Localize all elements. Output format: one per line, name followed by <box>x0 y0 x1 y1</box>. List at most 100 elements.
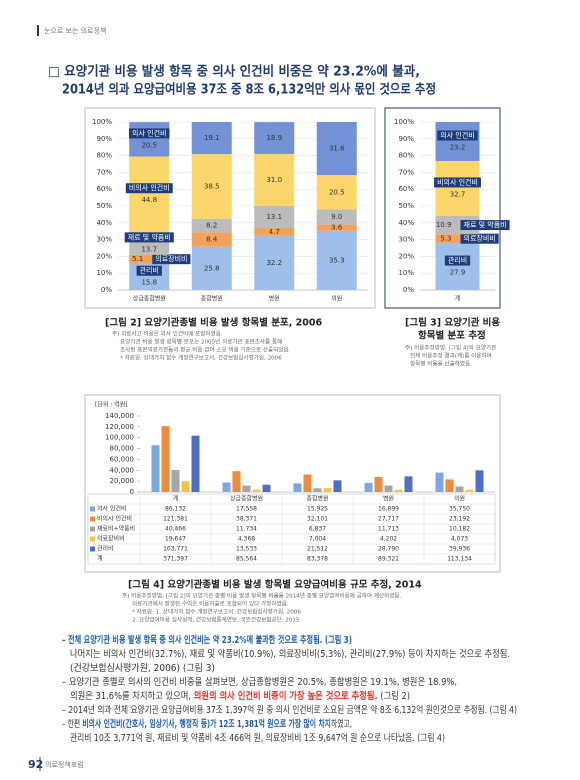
figure-note: 의료기관에서 발생한 수익은 비용지출로 포함되어 있다 가정하였음. <box>132 600 289 608</box>
bar-segment <box>254 206 295 229</box>
y-tick-label: 100% <box>394 118 414 126</box>
bar-segment <box>435 243 480 290</box>
bar <box>171 470 180 492</box>
bar <box>455 486 464 492</box>
bar <box>313 488 322 492</box>
series-name-box <box>444 255 471 266</box>
y-tick-label: 120,000 <box>105 423 134 431</box>
value-label: 31.6 <box>329 145 345 153</box>
legend-label: 관리비 <box>97 545 114 553</box>
value-label: 27.9 <box>450 269 466 277</box>
value-label: 9.0 <box>331 213 342 221</box>
body-line: – 전체 요양기관 비용 발생 항목 중 의사 인건비는 약 23.2%에 불과… <box>62 634 352 646</box>
table-cell: 371,397 <box>163 556 188 563</box>
series-name-box <box>437 130 478 141</box>
y-tick-label: 100,000 <box>105 434 134 442</box>
x-tick-label: 상급종합병원 <box>230 495 263 503</box>
y-tick-label: 60% <box>398 185 414 193</box>
x-tick-label: 의원 <box>454 495 465 503</box>
figure-caption: [그림 4] 요양기관종별 비용 발생 항목별 요양급여비용 규모 추정, 20… <box>128 579 422 591</box>
bar-segment <box>316 175 357 210</box>
legend-label: 의사 인건비 <box>97 505 127 513</box>
x-tick-label: 종합병원 <box>201 295 223 303</box>
value-label: 18.9 <box>266 134 282 142</box>
value-label: 35.3 <box>329 256 345 264</box>
body-text: 의원은 31.6%를 차지하고 있으며, <box>70 690 194 702</box>
value-label: 13.7 <box>141 245 157 253</box>
body-line: 의원은 31.6%를 차지하고 있으며, 의원의 의사 인건비 비중이 가장 높… <box>70 690 410 702</box>
legend-label: 비의사 인건비 <box>97 515 132 523</box>
title-line: □ 요양기관 비용 발생 항목 중 의사 인건비 비중은 약 23.2%에 불과… <box>48 64 420 80</box>
y-tick-label: 60% <box>96 185 112 193</box>
body-line: 나머지는 비의사 인건비(32.7%), 재료 및 약품비(10.9%), 의료… <box>70 648 510 660</box>
series-name-box <box>152 254 191 265</box>
bar-segment <box>254 122 295 154</box>
bar <box>191 435 200 492</box>
table-cell: 121,381 <box>163 516 188 523</box>
bar <box>161 426 170 492</box>
bar <box>303 474 312 492</box>
body-line: (건강보험심사평가원, 2006) (그림 3) <box>70 662 215 674</box>
bar <box>465 489 474 492</box>
table-frame <box>87 493 496 565</box>
bar <box>293 483 302 492</box>
legend-swatch <box>90 536 95 542</box>
value-label: 20.5 <box>141 141 157 149</box>
bar-segment <box>254 235 295 290</box>
series-name: 재료 및 약품비 <box>128 232 171 241</box>
table-cell: 85,564 <box>236 556 257 563</box>
series-name-box <box>124 232 174 243</box>
bar <box>333 480 342 492</box>
body-text: (건강보험심사평가원, 2006) (그림 3) <box>70 662 215 674</box>
bar <box>384 485 393 492</box>
figure-caption: [그림 3] 요양기관 비용 <box>405 317 500 329</box>
bar-segment <box>316 224 357 231</box>
body-line: 관리비 10조 3,771억 원, 재료비 및 약품비 4조 466억 원, 의… <box>70 732 445 744</box>
value-label: 5.3 <box>440 235 451 243</box>
body-text: 관리비 10조 3,771억 원, 재료비 및 약품비 4조 466억 원, 의… <box>70 732 445 744</box>
series-name: 관리비 <box>140 266 159 275</box>
body-text: 나머지는 비의사 인건비(32.7%), 재료 및 약품비(10.9%), 의료… <box>70 648 510 660</box>
value-label: 8.2 <box>206 222 217 230</box>
table-cell: 7,004 <box>309 536 326 543</box>
figure-note: 전체 비용추정 결과(계)를 이용하여 <box>410 352 492 360</box>
figure-note: * 자료원: 1. 상대가치 점수 개정연구보고서, 건강보험심사평가원, 20… <box>132 608 301 616</box>
bar-segment <box>191 218 232 233</box>
y-tick-label: 70% <box>96 168 112 176</box>
bar-segment <box>129 122 170 157</box>
table-cell: 4,368 <box>238 536 255 543</box>
table-cell: 27,717 <box>378 516 399 523</box>
header-section: 눈으로 보는 의료정책 <box>44 26 106 35</box>
body-line: – 요양기관 종별로 의사의 인건비 비중을 살펴보면, 상급종합병원은 20.… <box>62 677 457 688</box>
value-label: 15.8 <box>141 279 157 287</box>
legend-label: 재료비+약품비 <box>97 525 135 533</box>
y-tick-label: 0 <box>130 488 134 496</box>
figure-note: 주) 비용추정방법: [그림 2]의 요양기관 종별 비용 발생 항목별 비율을… <box>122 592 402 600</box>
table-cell: 28,790 <box>378 546 399 553</box>
body-text: 하였고, <box>331 718 352 730</box>
series-name: 관리비 <box>448 256 467 265</box>
body-text: – 전체 요양기관 비용 발생 항목 중 의사 인건비는 약 23.2%에 불과… <box>62 634 352 646</box>
legend-label: 의료장비비 <box>97 535 125 543</box>
table-cell: 35,750 <box>449 506 470 513</box>
bar-segment <box>129 254 170 264</box>
table-cell: 23,192 <box>449 516 470 523</box>
figure-note: * 자료원: 상대가치 점수 개정연구보고서, 건강보험심사평가원, 2006 <box>120 354 282 362</box>
y-tick-label: 20% <box>96 252 112 260</box>
table-cell: 6,837 <box>309 526 326 533</box>
y-tick-label: 80% <box>398 152 414 160</box>
bar-segment <box>191 232 232 247</box>
bar-segment <box>191 246 232 290</box>
figure-note: 2. 요양급여비용 심사실적, 건강보험통계연보, 국민건강보험공단, 2015 <box>132 616 300 624</box>
bar <box>252 489 261 492</box>
bar <box>323 488 332 492</box>
series-label: 의료장비비 <box>460 233 499 244</box>
y-tick-label: 90% <box>398 135 414 143</box>
bar <box>262 484 271 492</box>
figure-caption: [그림 2] 요양기관종별 비용 발생 항목별 분포, 2006 <box>105 317 322 329</box>
value-label: 4.7 <box>269 228 280 236</box>
body-line: – 2014년 의과 전체 요양기관 요양급여비용 37조 1,397억 원 중… <box>62 704 517 716</box>
figure-note: 요양기관 비용 발생 항목별 분포는 2005년 의료기관 표본조사를 통해 <box>120 338 282 346</box>
value-label: 32.2 <box>266 259 282 267</box>
body-text: – 한편 <box>62 718 82 730</box>
